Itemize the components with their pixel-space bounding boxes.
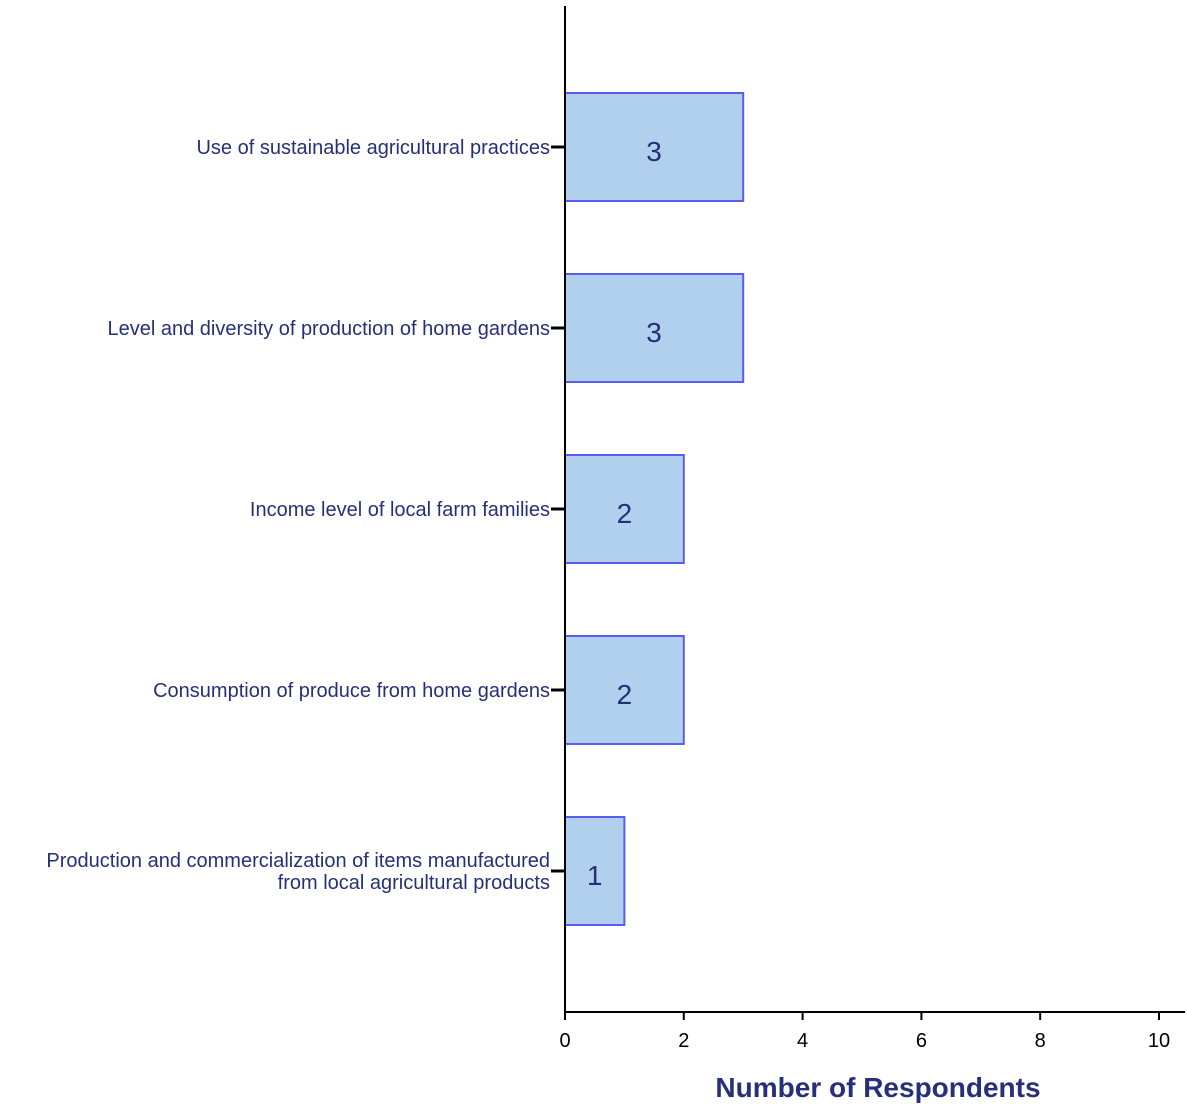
bar-value-label: 1 — [587, 860, 603, 891]
category-label: Consumption of produce from home gardens — [153, 680, 550, 702]
x-axis-title: Number of Respondents — [715, 1072, 1040, 1103]
bars-layer — [564, 92, 745, 926]
x-tick-label: 0 — [559, 1030, 570, 1052]
x-tick-label: 2 — [678, 1030, 689, 1052]
labels-layer: 0 2 4 6 8 10 Use of sustainable agricultural p… — [46, 136, 1170, 1052]
bar — [564, 273, 745, 383]
bar — [564, 635, 685, 745]
x-tick-label: 10 — [1148, 1030, 1170, 1052]
category-label: from local agricultural products — [278, 872, 550, 894]
axes-layer — [551, 6, 1185, 1020]
bar — [564, 454, 685, 564]
category-label: Level and diversity of production of hom… — [108, 318, 551, 340]
x-tick-label: 8 — [1035, 1030, 1046, 1052]
bar-value-label: 3 — [646, 136, 662, 167]
x-tick-label: 4 — [797, 1030, 808, 1052]
category-label: Income level of local farm families — [250, 499, 550, 521]
bar-value-label: 3 — [646, 317, 662, 348]
bar-value-label: 2 — [617, 498, 633, 529]
bar — [564, 816, 626, 926]
category-label: Production and commercialization of item… — [46, 850, 550, 872]
x-tick-label: 6 — [916, 1030, 927, 1052]
bar — [564, 92, 745, 202]
category-label: Use of sustainable agricultural practice… — [196, 137, 550, 159]
bar-value-label: 2 — [617, 679, 633, 710]
